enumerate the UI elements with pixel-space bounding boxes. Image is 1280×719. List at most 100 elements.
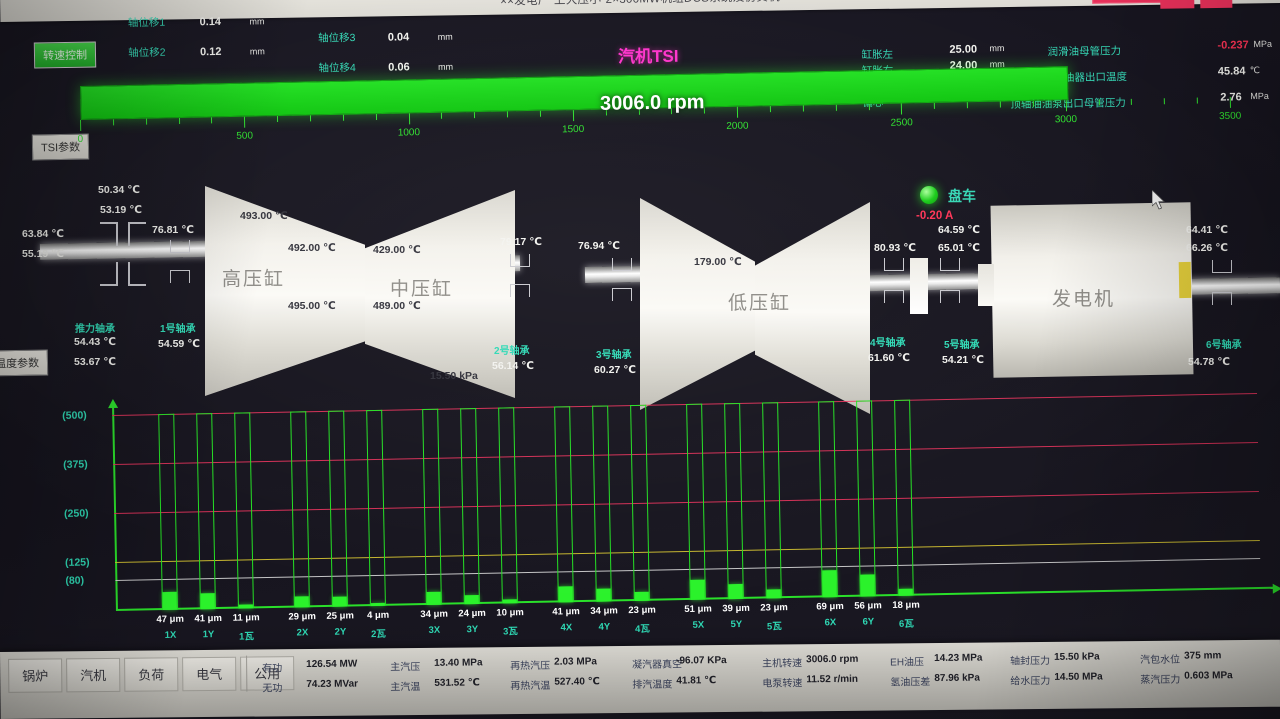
chart-bar-category: 2Y bbox=[334, 626, 347, 638]
bottom-readout-label: 有功 bbox=[262, 663, 283, 675]
bearing-6-upper-temp-a: 64.41 ℃ bbox=[1186, 224, 1228, 236]
chart-bar-track bbox=[196, 413, 216, 610]
chart-bar-value: 47 μm bbox=[156, 613, 184, 626]
chart-bar-value: 34 μm bbox=[590, 605, 618, 617]
scale-tick bbox=[342, 114, 344, 121]
chart-bar-value: 34 μm bbox=[420, 608, 448, 621]
chart-bar-track bbox=[894, 399, 914, 596]
bottom-readout-label: 无功 bbox=[262, 683, 283, 695]
chart-bar-category: 3瓦 bbox=[502, 626, 518, 638]
ip-top-temp: 429.00 ℃ bbox=[373, 244, 421, 256]
chart-bar-category: 5瓦 bbox=[766, 621, 782, 633]
bottom-readout-label: 氢油压差 bbox=[890, 677, 931, 689]
chart-plot-area: (500) (375) (250) (125) (80) 47 μm 1X 41 μm 1Y 11… bbox=[62, 393, 1280, 643]
thrust-temp-d: 53.19 ℃ bbox=[100, 204, 142, 216]
scale-tick bbox=[507, 111, 509, 118]
scale-tick bbox=[1032, 100, 1034, 107]
chart-bar-value: 41 μm bbox=[194, 612, 222, 625]
chart-bar bbox=[294, 595, 309, 608]
tab-1[interactable]: 汽机 bbox=[66, 657, 121, 693]
chart-bar-category: 3X bbox=[428, 624, 441, 636]
scale-tick bbox=[966, 102, 969, 109]
lube-oil-header-pressure-value: -0.237 bbox=[1217, 39, 1249, 52]
bottom-readout-value: 3006.0 rpm bbox=[806, 653, 859, 666]
axial-1-value: 0.14 bbox=[199, 15, 222, 29]
chart-bar-track bbox=[724, 402, 744, 600]
tab-3[interactable]: 电气 bbox=[182, 656, 237, 692]
generator-coupling bbox=[978, 264, 994, 306]
turning-gear-label: 盘车 bbox=[948, 188, 976, 204]
bottom-status-bar: 锅炉 汽机 负荷 电气 公用 有功 126.54 MW 无功 74.23 MVar 主汽压 13.4… bbox=[0, 639, 1280, 719]
ip-cylinder-label: 中压缸 bbox=[390, 279, 454, 300]
chart-bar-category: 1Y bbox=[202, 629, 215, 641]
chart-bar bbox=[822, 570, 837, 598]
bottom-readout-label: 轴封压力 bbox=[1010, 655, 1051, 668]
bottom-readout-label: 电泵转速 bbox=[762, 678, 803, 690]
chart-bar-value: 56 μm bbox=[854, 600, 882, 612]
hp-cylinder-label: 高压缸 bbox=[222, 269, 286, 290]
bearing-6-lower-icon bbox=[1212, 292, 1232, 305]
chart-bar-value: 11 μm bbox=[232, 612, 260, 624]
chart-bar-track bbox=[630, 404, 650, 602]
bearing-6-temp: 54.78 ℃ bbox=[1188, 356, 1230, 368]
alarm-block-3[interactable] bbox=[1200, 0, 1233, 9]
turning-gear-status-led[interactable] bbox=[920, 186, 938, 204]
chart-bar bbox=[162, 591, 177, 611]
chart-bar-category: 2X bbox=[296, 627, 309, 639]
axial-3-label: 轴位移3 bbox=[317, 32, 356, 45]
hp-mid-temp: 492.00 ℃ bbox=[288, 242, 336, 254]
chart-y-axis-arrow bbox=[107, 398, 119, 409]
bearing-5-lower-icon bbox=[940, 290, 960, 303]
bearing-5-upper-icon bbox=[940, 258, 960, 271]
bottom-readout-label: 再热汽温 bbox=[510, 680, 551, 693]
bearing-5-temp: 54.21 ℃ bbox=[942, 354, 984, 366]
turbine-diagram: 高压缸 中压缸 低压缸 发电机 493.00 ℃ 492.00 ℃ 495.00… bbox=[0, 166, 1280, 416]
chart-bar-category: 3Y bbox=[466, 624, 479, 636]
axial-1-unit: mm bbox=[249, 16, 265, 27]
bottom-readout-value: 14.50 MPa bbox=[1054, 671, 1103, 683]
jacking-oil-pump-outlet-pressure-unit: MPa bbox=[1250, 90, 1269, 102]
bearing-5-name: 5号轴承 bbox=[944, 340, 980, 351]
alarm-block-1[interactable] bbox=[1091, 0, 1163, 4]
oil-cooler-outlet-temp-unit: ℃ bbox=[1249, 65, 1261, 76]
bearing-6-upper-temp-b: 66.26 ℃ bbox=[1186, 242, 1228, 254]
bottom-readout-value: 11.52 r/min bbox=[806, 673, 859, 686]
coupling-flange bbox=[910, 258, 928, 314]
bearing-1-upper-icon bbox=[170, 240, 190, 253]
axial-1-label: 轴位移1 bbox=[127, 16, 166, 30]
alarm-block-2[interactable] bbox=[1160, 0, 1195, 9]
scale-tick bbox=[1164, 98, 1166, 105]
bearing-6-name: 6号轴承 bbox=[1206, 340, 1242, 351]
chart-bar-category: 4Y bbox=[598, 621, 611, 633]
scale-tick bbox=[901, 103, 903, 115]
scale-tick bbox=[1131, 98, 1133, 105]
chart-bar-track bbox=[498, 407, 518, 604]
bearing-5-upper-temp-b: 65.01 ℃ bbox=[938, 242, 980, 254]
bottom-readout-label: EH油压 bbox=[890, 657, 925, 669]
generator-terminal bbox=[1178, 261, 1192, 299]
left-temp-a: 63.84 ℃ bbox=[22, 228, 64, 240]
thrust-bearing-icon bbox=[100, 220, 148, 300]
cyl-exp-left-unit: mm bbox=[989, 43, 1005, 54]
chart-gridline bbox=[115, 557, 1261, 581]
bearing-2-upper-icon bbox=[510, 254, 530, 267]
bearing-2-name: 2号轴承 bbox=[494, 346, 530, 357]
bearing-2-temp: 56.14 ℃ bbox=[492, 360, 534, 372]
bottom-readout-value: 74.23 MVar bbox=[306, 678, 359, 691]
bottom-readout-value: 0.603 MPa bbox=[1184, 670, 1233, 682]
cyl-exp-left-label: 缸胀左 bbox=[861, 48, 894, 62]
chart-bar-category: 1X bbox=[164, 629, 177, 642]
axial-2-label: 轴位移2 bbox=[128, 46, 166, 60]
chart-gridline bbox=[114, 491, 1259, 514]
lube-oil-header-pressure-label: 润滑油母管压力 bbox=[1047, 45, 1122, 59]
tab-0[interactable]: 锅炉 bbox=[8, 658, 63, 693]
chart-bar-value: 69 μm bbox=[816, 600, 844, 613]
generator-label: 发电机 bbox=[1052, 289, 1116, 310]
tab-2[interactable]: 负荷 bbox=[124, 657, 179, 692]
bottom-readout-label: 蒸汽压力 bbox=[1140, 674, 1181, 687]
lp-cylinder-label: 低压缸 bbox=[728, 293, 792, 314]
axial-4-label: 轴位移4 bbox=[318, 62, 356, 75]
speed-control-button[interactable]: 转速控制 bbox=[33, 41, 97, 69]
chart-bar bbox=[634, 591, 649, 601]
